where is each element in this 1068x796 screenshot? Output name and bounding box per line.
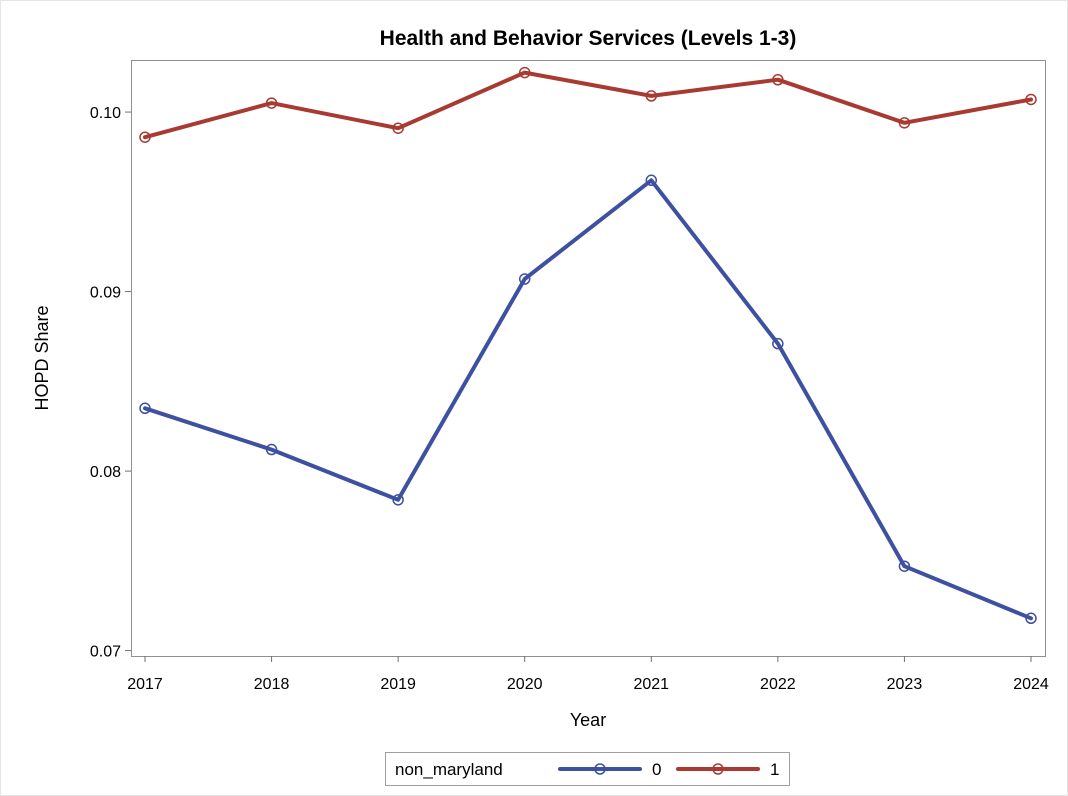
series-line	[143, 178, 1033, 621]
x-axis-label: Year	[570, 710, 606, 730]
data-point	[1025, 93, 1037, 106]
data-point	[139, 402, 151, 415]
data-point	[645, 90, 658, 102]
x-tick-label: 2022	[760, 676, 796, 693]
data-point	[772, 73, 784, 86]
series-1	[139, 66, 1037, 143]
data-point	[1025, 612, 1037, 625]
series-layer	[139, 66, 1037, 625]
legend-title: non_maryland	[395, 760, 503, 779]
x-axis: 2017 2018 2019 2020 2021 2022 2023 2024	[127, 656, 1049, 693]
data-point	[898, 560, 911, 572]
legend-label: 1	[770, 760, 779, 779]
x-tick-label: 2019	[380, 676, 416, 693]
series-0	[139, 174, 1037, 625]
y-tick-label: 0.07	[90, 644, 121, 661]
y-tick-label: 0.08	[90, 464, 121, 481]
x-tick-label: 2018	[254, 676, 290, 693]
y-axis-label: HOPD Share	[32, 305, 52, 410]
legend-entry-0: 0	[558, 760, 661, 779]
x-tick-label: 2023	[887, 676, 923, 693]
data-point	[645, 174, 658, 187]
data-point	[898, 117, 911, 129]
data-point	[265, 97, 278, 109]
data-point	[139, 131, 151, 143]
x-tick-label: 2024	[1013, 676, 1049, 693]
x-tick-label: 2017	[127, 676, 163, 693]
series-line	[143, 70, 1033, 140]
data-point	[772, 337, 784, 350]
y-tick-label: 0.09	[90, 285, 121, 302]
legend-entry-1: 1	[676, 760, 779, 779]
data-point	[392, 122, 404, 134]
x-tick-label: 2021	[633, 676, 669, 693]
legend-marker	[594, 763, 606, 775]
chart-title: Health and Behavior Services (Levels 1-3…	[380, 27, 797, 50]
y-tick-label: 0.10	[90, 105, 121, 122]
data-point	[265, 443, 278, 456]
legend-label: 0	[652, 760, 661, 779]
data-point	[518, 66, 531, 79]
data-point	[392, 494, 404, 506]
legend-marker	[712, 763, 724, 775]
x-tick-label: 2020	[507, 676, 543, 693]
data-point	[518, 273, 531, 285]
plot-area	[131, 60, 1046, 657]
y-axis: 0.07 0.08 0.09 0.10	[90, 105, 131, 661]
